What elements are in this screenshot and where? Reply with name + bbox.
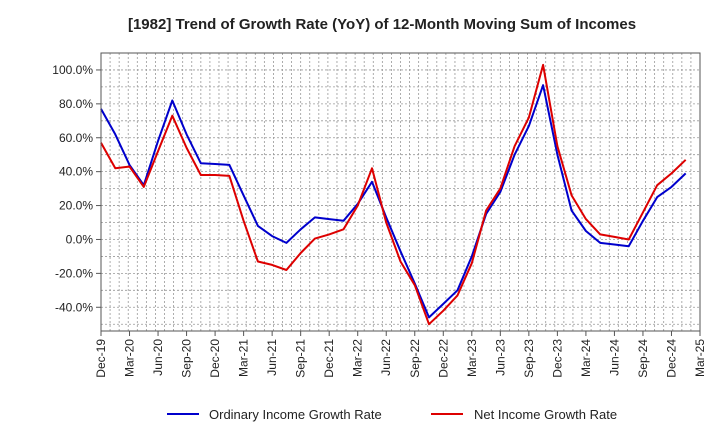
x-tick-label: Jun-24 xyxy=(607,339,621,376)
y-tick-label: 20.0% xyxy=(59,199,93,213)
x-tick-label: Dec-24 xyxy=(664,339,678,378)
y-tick-label: 60.0% xyxy=(59,131,93,145)
y-tick-label: 40.0% xyxy=(59,165,93,179)
y-tick-label: 80.0% xyxy=(59,97,93,111)
x-tick-label: Sep-22 xyxy=(408,339,422,378)
chart-title: [1982] Trend of Growth Rate (YoY) of 12-… xyxy=(128,16,636,33)
x-tick-label: Mar-24 xyxy=(579,339,593,377)
x-tick-label: Sep-20 xyxy=(180,339,194,378)
x-tick-label: Dec-21 xyxy=(322,339,336,378)
x-tick-label: Sep-24 xyxy=(636,339,650,378)
x-tick-label: Jun-20 xyxy=(151,339,165,376)
y-tick-label: -40.0% xyxy=(55,300,93,314)
x-axis: Dec-19 Mar-20 Jun-20 Sep-20 Dec-20 Mar-21 Jun-… xyxy=(94,331,707,378)
x-tick-label: Mar-25 xyxy=(693,339,707,377)
x-tick-label: Sep-23 xyxy=(522,339,536,378)
series-line-net-income xyxy=(100,63,687,326)
series-lines xyxy=(100,63,687,326)
x-tick-label: Jun-22 xyxy=(379,339,393,376)
grid xyxy=(100,52,701,331)
x-tick-label: Dec-20 xyxy=(208,339,222,378)
x-tick-label: Jun-21 xyxy=(265,339,279,376)
x-tick-label: Dec-19 xyxy=(94,339,108,378)
legend: Ordinary Income Growth Rate Net Income Gr… xyxy=(167,407,617,422)
x-tick-label: Jun-23 xyxy=(493,339,507,376)
x-tick-label: Dec-23 xyxy=(550,339,564,378)
x-tick-label: Mar-23 xyxy=(465,339,479,377)
legend-label: Net Income Growth Rate xyxy=(474,407,617,422)
plot-frame xyxy=(100,52,701,332)
y-tick-label: -20.0% xyxy=(55,266,93,280)
series-line-ordinary-income xyxy=(100,84,687,319)
x-tick-label: Mar-21 xyxy=(237,339,251,377)
y-axis: 100.0% 80.0% 60.0% 40.0% 20.0% 0.0% -20.0% -40.… xyxy=(52,63,101,314)
legend-label: Ordinary Income Growth Rate xyxy=(209,407,382,422)
x-tick-label: Mar-20 xyxy=(123,339,137,377)
y-tick-label: 100.0% xyxy=(52,63,93,77)
x-tick-label: Sep-21 xyxy=(294,339,308,378)
y-tick-label: 0.0% xyxy=(66,232,94,246)
x-tick-label: Dec-22 xyxy=(436,339,450,378)
x-tick-label: Mar-22 xyxy=(351,339,365,377)
